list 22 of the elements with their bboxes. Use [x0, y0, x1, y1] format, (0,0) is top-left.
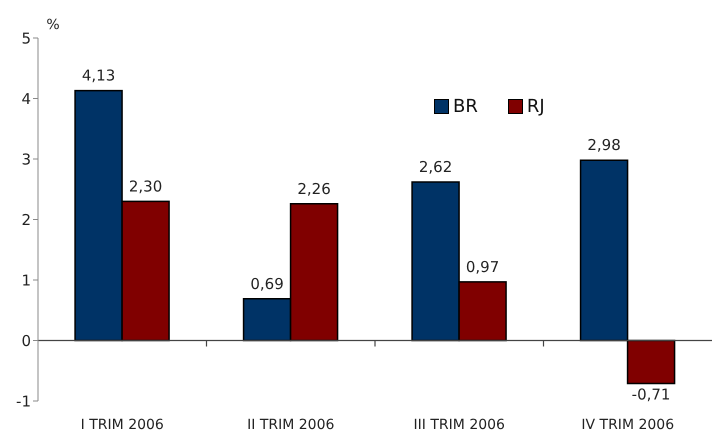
- data-label: 0,69: [250, 274, 284, 293]
- x-tick-label: I TRIM 2006: [80, 416, 164, 433]
- data-label: 2,98: [587, 136, 621, 154]
- y-tick-label: 4: [21, 90, 31, 108]
- x-tick-label: IV TRIM 2006: [581, 416, 674, 433]
- data-label: 4,13: [82, 66, 116, 85]
- y-tick-label: 5: [21, 29, 31, 48]
- y-tick-label: 2: [21, 210, 31, 229]
- y-tick-label: 1: [21, 271, 31, 290]
- x-tick-label: III TRIM 2006: [414, 416, 506, 433]
- data-label: 2,62: [418, 158, 452, 176]
- data-label: 2,30: [128, 177, 162, 196]
- y-tick-label: -1: [16, 392, 31, 410]
- legend-label: BR: [453, 96, 478, 117]
- y-axis-title: %: [46, 17, 60, 33]
- x-tick-label: II TRIM 2006: [247, 416, 334, 433]
- legend-label: RJ: [526, 96, 545, 117]
- data-label: 2,26: [297, 180, 331, 198]
- y-tick-label: 0: [21, 332, 31, 350]
- data-label: 0,97: [466, 258, 500, 276]
- data-label: -0,71: [632, 385, 670, 404]
- y-tick-label: 3: [21, 150, 31, 168]
